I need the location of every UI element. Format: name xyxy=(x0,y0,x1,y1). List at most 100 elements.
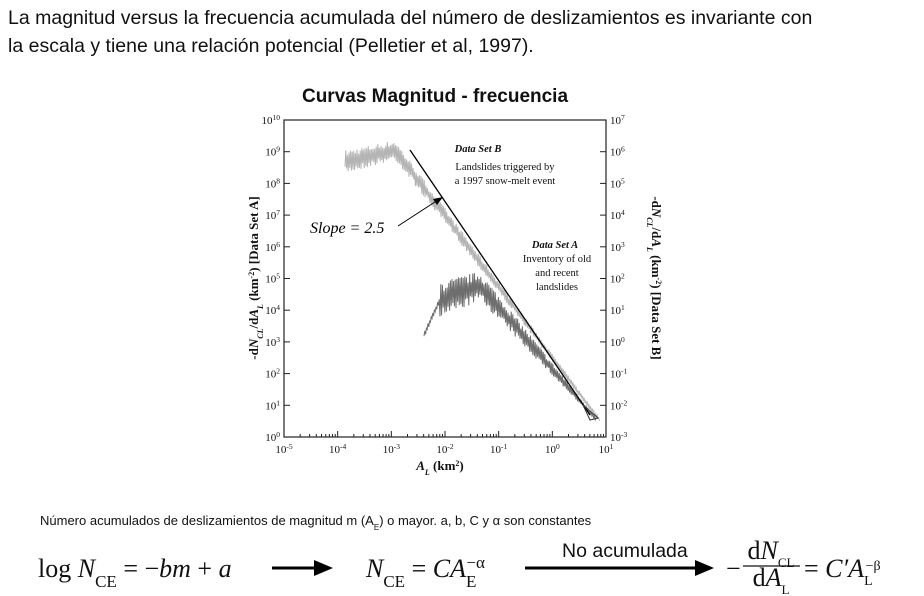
figure: Curvas Magnitud - frecuencia Data Set B … xyxy=(246,86,664,477)
tick-base: 10 xyxy=(265,210,277,222)
tick-base: 10 xyxy=(610,337,622,349)
tick-base: 10 xyxy=(275,444,287,456)
eq-part: N xyxy=(77,554,97,583)
note-part: ) o mayor. a, b, C y α son constantes xyxy=(379,513,591,528)
tick-exponent: 7 xyxy=(621,113,625,122)
eq-part: L xyxy=(864,574,873,589)
x-axis-label: AL (km2) xyxy=(415,458,464,477)
label-part: -2 xyxy=(655,278,664,285)
tick-exponent: 2 xyxy=(621,271,625,280)
eq-part: d xyxy=(753,563,766,592)
tick-label: 101 xyxy=(610,303,625,318)
tick-base: 10 xyxy=(610,274,622,286)
label-part: (km xyxy=(649,252,664,278)
tick-exponent: 10 xyxy=(273,113,281,122)
label-part: -d xyxy=(246,347,261,359)
tick-label: 107 xyxy=(610,113,625,128)
tick-base: 10 xyxy=(610,242,622,254)
arrow-label: No acumulada xyxy=(562,540,688,562)
tick-exponent: 2 xyxy=(276,366,280,375)
tick-exponent: 0 xyxy=(621,334,625,343)
eq-part: d xyxy=(748,536,761,565)
tick-base: 10 xyxy=(610,400,622,412)
eq-part: + xyxy=(191,554,219,583)
tick-label: 100 xyxy=(610,334,625,349)
tick-label: 10-1 xyxy=(610,366,627,381)
figure-title: Curvas Magnitud - frecuencia xyxy=(302,86,568,107)
eq-part: = − xyxy=(117,554,159,583)
y2-axis-label: -dNCL/dAL (km-2) [Data Set B] xyxy=(646,196,665,359)
tick-label: 107 xyxy=(265,208,280,223)
label-part: (km xyxy=(430,458,456,473)
label-part: ) [Data Set A] xyxy=(246,196,261,271)
annotation: Data Set B xyxy=(454,144,502,155)
annotation: landslides xyxy=(536,282,578,293)
label-part: N xyxy=(649,207,664,218)
tick-label: 108 xyxy=(265,176,280,191)
eq-part: CE xyxy=(95,572,117,591)
tick-exponent: -2 xyxy=(621,398,627,407)
tick-label: 103 xyxy=(610,239,625,254)
tick-label: 101 xyxy=(599,442,614,457)
tick-exponent: 4 xyxy=(276,303,280,312)
label-part: N xyxy=(246,338,261,349)
tick-exponent: -4 xyxy=(340,442,346,451)
tick-exponent: 9 xyxy=(276,144,280,153)
tick-base: 10 xyxy=(610,178,622,190)
tick-label: 105 xyxy=(265,271,280,286)
tick-label: 105 xyxy=(610,176,625,191)
eq-part: N xyxy=(365,554,385,583)
tick-label: 100 xyxy=(545,442,560,457)
eq-part: CE xyxy=(383,572,405,591)
eq-part: = xyxy=(405,554,433,583)
tick-base: 10 xyxy=(610,432,622,444)
tick-label: 10-2 xyxy=(610,398,627,413)
tick-exponent: 0 xyxy=(276,430,280,439)
tick-label: 102 xyxy=(610,271,625,286)
ticks: 1010109108107106105104103102101100107106… xyxy=(262,113,628,457)
arrowhead xyxy=(314,560,333,576)
data-band xyxy=(423,273,597,422)
label-part: A xyxy=(649,237,664,247)
eq-part: N xyxy=(760,536,780,565)
tick-base: 10 xyxy=(265,178,277,190)
label-part: -d xyxy=(649,196,664,208)
equation-sign: − xyxy=(726,554,741,583)
tick-label: 10-3 xyxy=(610,430,627,445)
eq-part: bm xyxy=(159,554,191,583)
tick-base: 10 xyxy=(265,274,277,286)
label-part: ) [Data Set B] xyxy=(649,284,664,359)
tick-label: 106 xyxy=(265,239,280,254)
tick-exponent: -1 xyxy=(501,442,507,451)
tick-label: 103 xyxy=(265,334,280,349)
tick-label: 1010 xyxy=(262,113,281,128)
tick-exponent: 3 xyxy=(276,334,280,343)
tick-exponent: 4 xyxy=(621,208,625,217)
arrowhead xyxy=(695,560,714,576)
pointer xyxy=(397,199,439,227)
eq-part: log xyxy=(38,554,78,583)
label-part: CL xyxy=(646,217,655,227)
tick-base: 10 xyxy=(490,444,502,456)
tick-exponent: 5 xyxy=(621,176,625,185)
curves xyxy=(344,141,600,422)
tick-label: 100 xyxy=(265,430,280,445)
tick-base: 10 xyxy=(545,444,557,456)
annotation: a 1997 snow-melt event xyxy=(455,176,556,187)
arrowhead xyxy=(433,197,443,205)
label-part: -2 xyxy=(247,272,256,279)
tick-base: 10 xyxy=(265,432,277,444)
fraction-denominator: dAL xyxy=(753,563,790,596)
tick-base: 10 xyxy=(265,242,277,254)
tick-label: 10-2 xyxy=(436,442,453,457)
eq-part: A xyxy=(764,563,782,592)
label-part: 2 xyxy=(455,459,459,468)
label-part: A xyxy=(415,458,425,473)
paragraph-line: La magnitud versus la frecuencia acumula… xyxy=(8,7,812,29)
eq-part: −α xyxy=(466,553,485,572)
tick-base: 10 xyxy=(610,305,622,317)
label-part: ) xyxy=(459,458,463,473)
tick-label: 10-1 xyxy=(490,442,507,457)
eq-part: = xyxy=(804,554,825,583)
tick-base: 10 xyxy=(610,210,622,222)
